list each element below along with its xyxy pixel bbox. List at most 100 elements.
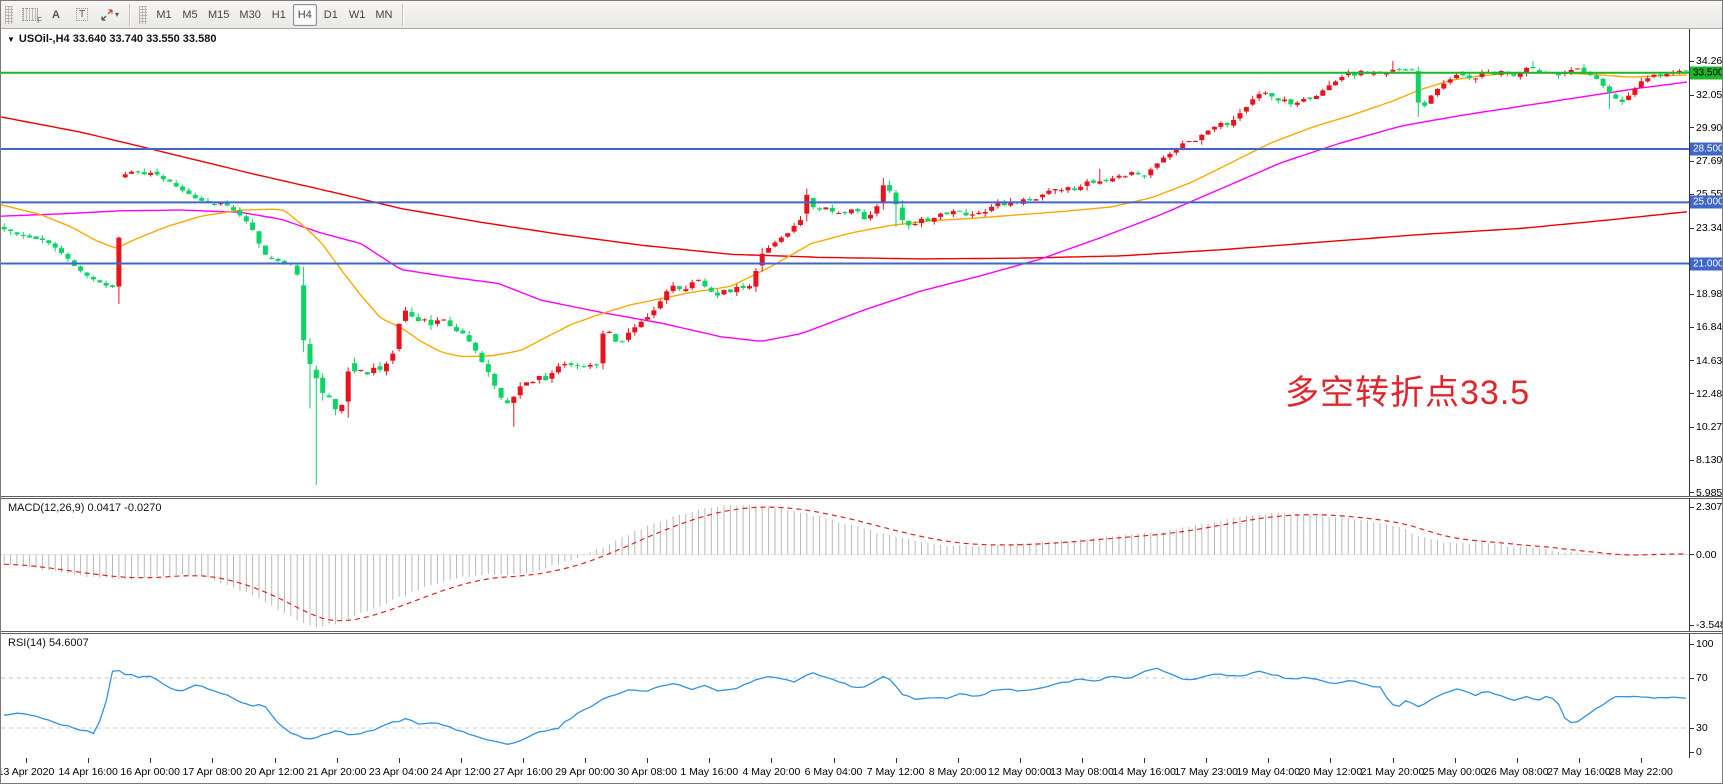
candle-body [1536,70,1542,73]
candle-body [747,286,752,289]
price-tick: 27.695 [1690,155,1722,167]
macd-tick: 2.3072 [1690,501,1722,513]
text-label-button[interactable]: T [70,4,94,26]
candle-body [581,366,587,368]
candle-body [613,334,619,342]
pane-separator-2[interactable] [1,631,1722,634]
candle-body [269,257,275,259]
candle-body [192,194,198,199]
timeframe-d1[interactable]: D1 [323,8,338,21]
macd-canvas[interactable] [1,499,1689,631]
macd-pane: MACD(12,26,9) 0.0417 -0.0270 2.3072 0.00 -… [1,499,1722,631]
candle-body [976,212,982,215]
ma-line[interactable] [1,81,1688,342]
rsi-canvas[interactable] [1,634,1689,758]
candle-body [396,323,402,349]
candle-body [358,370,364,371]
chart-title[interactable]: ▼ USOil-,H4 33.640 33.740 33.550 33.580 [7,33,216,45]
timeframe-m30[interactable]: M30 [239,8,261,21]
candle-body [326,395,332,398]
price-axis[interactable]: 34.26032.05029.90527.69525.55023.34018.9… [1689,29,1722,499]
candle-body [116,237,122,287]
candle-body [1403,69,1409,71]
candle-body [925,218,931,221]
candle-body [167,179,173,182]
ma-line[interactable] [1,116,1688,260]
candle-body [1059,190,1065,192]
candle-body [1651,74,1657,77]
candle-body [1613,94,1619,99]
rsi-axis[interactable]: 100 70 30 0 [1689,634,1722,758]
timeframe-w1[interactable]: W1 [348,8,366,21]
time-tick-mark [1641,758,1642,763]
candle-body [549,373,555,379]
time-label: 17 Apr 08:00 [182,766,243,778]
candle-body [575,365,580,367]
time-label: 6 May 04:00 [804,766,863,778]
candle-body [498,388,504,398]
candle-body [1052,189,1058,191]
candle-body [320,377,326,393]
candle-body [1148,169,1154,176]
candle-body [422,319,428,321]
candle-body [307,344,313,364]
candle-body [59,248,64,253]
candle-body [250,222,256,230]
candle-body [632,327,638,333]
price-tick: 14.630 [1690,355,1722,367]
ma-line[interactable] [1,71,1688,358]
candle-body [383,363,389,372]
toolbar-drag-handle[interactable] [5,5,13,24]
candle-body [262,245,268,255]
candle-body [97,280,103,283]
candle-body [211,203,217,205]
grid-f-icon: F [22,8,42,25]
candle-body [33,236,39,239]
timeframe-m5[interactable]: M5 [182,8,198,21]
price-badge-28.500: 28.500 [1690,142,1722,156]
candle-body [836,212,842,214]
timeframe-m1[interactable]: M1 [156,8,172,21]
macd-axis[interactable]: 2.3072 0.00 -3.5484 [1689,499,1722,631]
price-chart-canvas[interactable] [1,29,1689,496]
candle-body [403,310,408,321]
candle-body [1466,75,1472,79]
timeframe-h1[interactable]: H1 [271,8,286,21]
time-tick-mark [1019,758,1021,763]
time-label: 14 Apr 16:00 [58,766,118,778]
text-annotation-button[interactable]: A [44,4,68,26]
candle-body [753,271,759,287]
candle-body [1409,69,1415,71]
candle-body [110,285,115,287]
candle-body [1390,69,1396,72]
price-badge-21.000: 21.000 [1690,257,1722,270]
timeframe-m15[interactable]: M15 [208,8,230,21]
time-label: 27 May 16:00 [1547,766,1611,778]
time-label: 17 May 23:00 [1174,766,1239,778]
timeframe-h4[interactable]: H4 [292,3,317,26]
time-label: 19 May 04:00 [1236,766,1301,778]
toolbar-drag-handle-2[interactable] [139,5,148,24]
candle-body [1638,81,1644,88]
arrow-objects-button[interactable]: ▾ [96,4,123,26]
candle-body [466,335,472,342]
time-label: 20 Apr 12:00 [244,766,305,778]
price-tick: 10.275 [1690,421,1722,433]
candle-body [594,364,600,366]
pane-separator[interactable] [1,496,1722,499]
time-axis[interactable]: 13 Apr 2020 14 Apr 16:00 16 Apr 00:00 17 Ap… [1,758,1722,783]
time-label: 16 Apr 00:00 [120,766,180,778]
candle-body [1097,181,1103,184]
candle-body [804,194,810,214]
timeframe-mn[interactable]: MN [375,8,393,21]
collapse-triangle-icon[interactable]: ▼ [7,34,15,44]
candle-body [619,341,625,343]
chart-grid-tool-button[interactable]: F [18,4,42,26]
candle-body [543,375,549,381]
candle-body [339,404,345,412]
time-tick-mark [1268,758,1270,763]
time-label: 12 May 00:00 [987,766,1052,778]
candle-body [1135,172,1141,175]
candle-body [772,242,778,247]
